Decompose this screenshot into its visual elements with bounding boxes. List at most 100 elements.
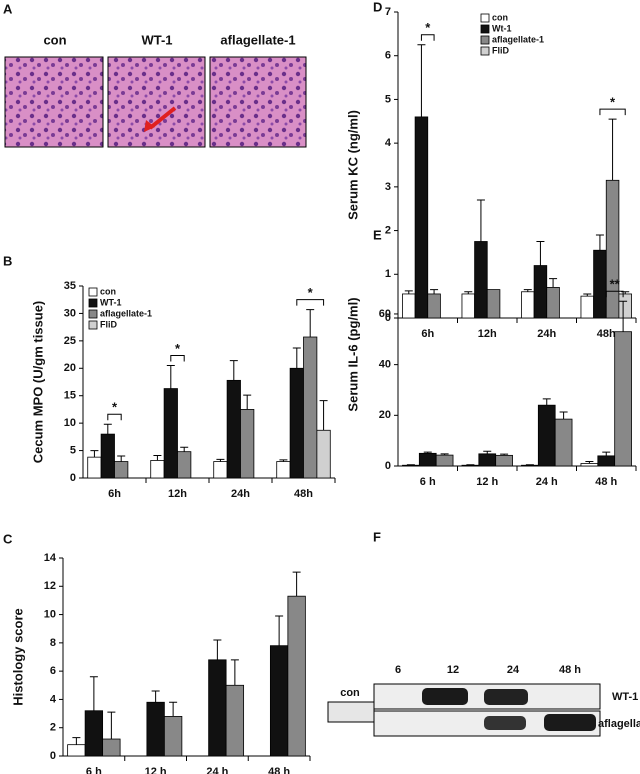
y-tick-label: 10	[64, 417, 76, 429]
y-tick-label: 3	[385, 181, 391, 193]
y-tick-label: 0	[70, 472, 76, 484]
y-tick-label: 40	[379, 359, 391, 371]
x-tick-label: 6h	[421, 328, 434, 340]
y-tick-label: 2	[50, 722, 56, 734]
y-tick-label: 6	[385, 50, 391, 62]
error-bar	[166, 365, 175, 389]
bar	[478, 453, 497, 467]
x-tick-label: 6 h	[86, 766, 102, 774]
legend-label: aflagellate-1	[100, 308, 152, 318]
error-bar	[117, 455, 126, 462]
error-bar	[466, 464, 475, 466]
legend-label: aflagellate-1	[492, 34, 544, 44]
bar	[597, 455, 616, 467]
legend-swatch	[480, 13, 490, 23]
error-bar	[216, 458, 225, 462]
x-tick-label: 12 h	[145, 766, 167, 774]
y-tick-label: 2	[385, 224, 391, 236]
y-axis-label: Serum IL-6 (pg/ml)	[345, 297, 360, 411]
histology-image	[107, 56, 206, 148]
error-bar	[319, 400, 328, 431]
annotation: *	[425, 20, 431, 35]
legend-swatch	[88, 287, 98, 297]
legend-swatch	[480, 35, 490, 45]
bar	[177, 451, 192, 479]
error-bar	[523, 289, 532, 292]
y-tick-label: 60	[379, 308, 391, 320]
error-bar	[151, 690, 160, 703]
x-tick-label: 6h	[108, 488, 121, 500]
error-bar	[440, 453, 449, 456]
x-tick-label: 48h	[597, 328, 616, 340]
bar	[427, 293, 441, 319]
error-bar	[619, 300, 628, 332]
bar	[537, 404, 556, 467]
error-bar	[306, 309, 315, 338]
lane-label: 48 h	[559, 664, 581, 676]
bar	[605, 179, 620, 319]
annotation: *	[175, 341, 181, 356]
blot-band	[484, 716, 526, 730]
bar	[554, 418, 573, 467]
bar	[495, 454, 513, 467]
legend-swatch	[88, 298, 98, 308]
image-label: con	[43, 32, 66, 47]
bar	[163, 388, 178, 479]
error-bar	[595, 234, 604, 251]
bar	[614, 331, 632, 467]
bar	[461, 293, 476, 319]
legend-label: WT-1	[100, 297, 122, 307]
bar	[618, 293, 632, 319]
legend-label: FliD	[100, 319, 117, 329]
x-tick-label: 12 h	[476, 476, 498, 488]
y-tick-label: 20	[64, 362, 76, 374]
error-bar	[500, 453, 509, 456]
annotation: *	[308, 285, 314, 300]
significance-bracket	[107, 413, 122, 421]
error-bar	[525, 464, 534, 466]
bar	[435, 454, 454, 467]
bar	[84, 710, 104, 757]
bar	[146, 701, 165, 757]
error-bar	[417, 44, 426, 117]
error-bar	[464, 291, 473, 294]
annotation: *	[610, 95, 616, 110]
x-tick-label: 48h	[294, 488, 313, 500]
x-tick-label: 24h	[537, 328, 556, 340]
error-bar	[404, 290, 413, 294]
lane-label: 12	[447, 664, 459, 676]
y-tick-label: 5	[70, 444, 76, 456]
blot-strip	[327, 701, 375, 723]
bar	[102, 738, 121, 757]
x-tick-label: 48 h	[595, 476, 617, 488]
bar	[533, 265, 548, 319]
y-tick-label: 35	[64, 280, 76, 292]
x-tick-label: 6 h	[420, 476, 436, 488]
panel-letter: B	[3, 253, 12, 268]
bar	[276, 461, 291, 479]
bar	[163, 716, 183, 757]
error-bar	[89, 676, 98, 711]
y-tick-label: 0	[385, 460, 391, 472]
bar	[521, 464, 539, 467]
control-label: con	[340, 687, 360, 699]
bar	[593, 249, 607, 319]
x-tick-label: 12h	[168, 488, 187, 500]
error-bar	[559, 411, 568, 420]
lane-label: 6	[395, 664, 401, 676]
histology-image	[4, 56, 104, 148]
bar	[208, 659, 227, 757]
error-bar	[583, 293, 592, 297]
bar	[580, 463, 599, 467]
error-bar	[213, 639, 222, 660]
legend-label: Wt-1	[492, 23, 512, 33]
x-tick-label: 48 h	[268, 766, 290, 774]
row-label: WT-1	[612, 691, 638, 703]
bar	[289, 367, 304, 479]
y-axis-label: Cecum MPO (U/gm tissue)	[30, 301, 45, 464]
legend-swatch	[88, 309, 98, 319]
y-tick-label: 5	[385, 93, 391, 105]
image-label: aflagellate-1	[220, 32, 295, 47]
panel-letter: A	[3, 1, 13, 16]
y-tick-label: 20	[379, 409, 391, 421]
